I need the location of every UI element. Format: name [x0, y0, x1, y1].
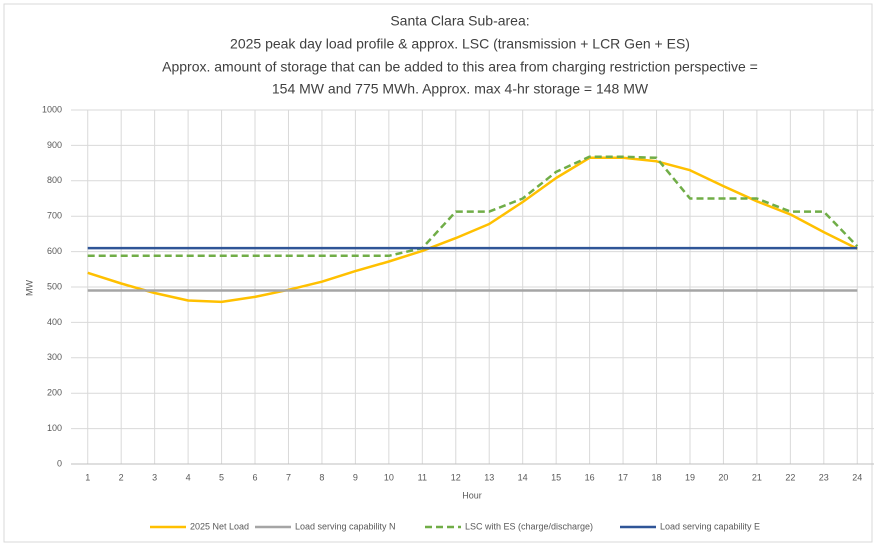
chart-title: Approx. amount of storage that can be ad… — [162, 59, 758, 75]
x-tick-label: 5 — [219, 472, 224, 482]
y-tick-label: 500 — [47, 281, 62, 291]
y-tick-label: 0 — [57, 458, 62, 468]
x-tick-label: 22 — [785, 472, 795, 482]
x-tick-label: 11 — [418, 472, 427, 482]
legend-label: 2025 Net Load — [190, 521, 249, 531]
chart-title: 2025 peak day load profile & approx. LSC… — [230, 36, 690, 52]
y-tick-label: 800 — [47, 175, 62, 185]
y-tick-label: 700 — [47, 211, 62, 221]
x-tick-label: 18 — [652, 472, 662, 482]
x-tick-label: 3 — [152, 472, 157, 482]
x-tick-label: 24 — [852, 472, 862, 482]
y-tick-label: 100 — [47, 423, 62, 433]
y-axis-label: MW — [24, 280, 34, 296]
x-tick-label: 1 — [85, 472, 90, 482]
legend-label: LSC with ES (charge/discharge) — [465, 521, 593, 531]
series-line — [87, 155, 859, 258]
x-tick-label: 15 — [551, 472, 561, 482]
y-tick-label: 200 — [47, 388, 62, 398]
x-tick-label: 6 — [253, 472, 258, 482]
y-tick-label: 400 — [47, 317, 62, 327]
x-tick-label: 14 — [518, 472, 528, 482]
chart-frame — [3, 3, 873, 543]
legend-label: Load serving capability E — [660, 521, 760, 531]
x-tick-label: 21 — [752, 472, 762, 482]
x-tick-label: 4 — [186, 472, 191, 482]
x-tick-label: 16 — [585, 472, 595, 482]
x-tick-label: 12 — [451, 472, 461, 482]
x-tick-label: 9 — [353, 472, 358, 482]
legend-label: Load serving capability N — [295, 521, 396, 531]
x-tick-label: 2 — [119, 472, 124, 482]
x-axis-label: Hour — [462, 490, 482, 500]
x-tick-label: 8 — [319, 472, 324, 482]
x-tick-label: 23 — [819, 472, 829, 482]
series-line — [87, 156, 858, 304]
y-tick-label: 300 — [47, 352, 62, 362]
chart-title: Santa Clara Sub-area: — [390, 13, 529, 29]
chart-title: 154 MW and 775 MWh. Approx. max 4-hr sto… — [272, 81, 649, 97]
x-tick-label: 17 — [618, 472, 628, 482]
y-tick-label: 1000 — [42, 104, 62, 114]
x-tick-label: 7 — [286, 472, 291, 482]
x-tick-label: 13 — [484, 472, 494, 482]
y-tick-label: 600 — [47, 246, 62, 256]
x-tick-label: 19 — [685, 472, 695, 482]
y-tick-label: 900 — [47, 140, 62, 150]
x-tick-label: 10 — [384, 472, 394, 482]
x-tick-label: 20 — [718, 472, 728, 482]
